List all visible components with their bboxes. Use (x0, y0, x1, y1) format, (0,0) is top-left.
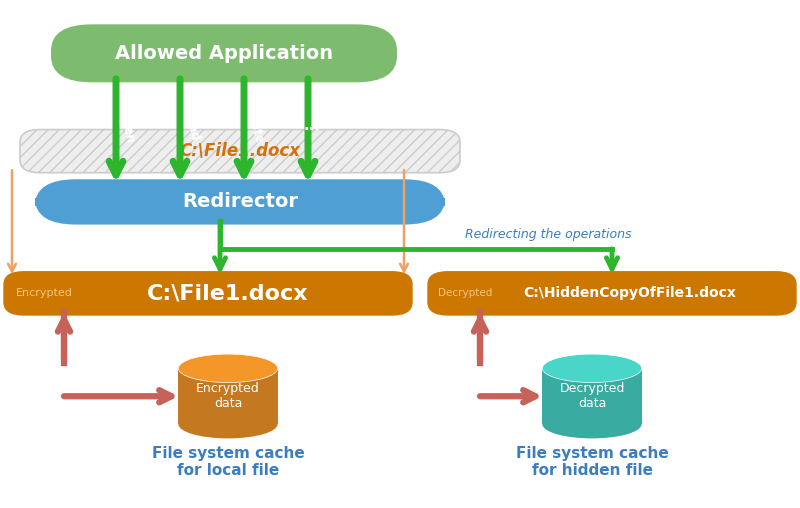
Ellipse shape (542, 410, 642, 438)
Text: ...: ... (303, 118, 321, 133)
Ellipse shape (542, 354, 642, 383)
FancyBboxPatch shape (20, 130, 460, 173)
Text: C:\HiddenCopyOfFile1.docx: C:\HiddenCopyOfFile1.docx (523, 287, 737, 300)
Text: Decrypted
data: Decrypted data (559, 382, 625, 410)
Polygon shape (542, 368, 642, 424)
Text: Open: Open (116, 107, 137, 144)
Text: Redirector: Redirector (182, 193, 298, 211)
Ellipse shape (178, 354, 278, 383)
Text: C:\File1.docx: C:\File1.docx (179, 142, 301, 160)
Text: File system cache
for local file: File system cache for local file (152, 446, 304, 479)
Text: Encrypted
data: Encrypted data (196, 382, 260, 410)
Text: Decrypted: Decrypted (438, 289, 493, 298)
Polygon shape (178, 368, 278, 424)
Text: Allowed Application: Allowed Application (115, 44, 333, 63)
Text: File system cache
for hidden file: File system cache for hidden file (516, 446, 668, 479)
FancyBboxPatch shape (4, 272, 412, 315)
Text: Redirecting the operations: Redirecting the operations (465, 228, 631, 241)
FancyBboxPatch shape (36, 180, 444, 224)
Text: C:\File1.docx: C:\File1.docx (147, 283, 309, 303)
Ellipse shape (178, 410, 278, 438)
Text: Write: Write (243, 107, 266, 145)
FancyBboxPatch shape (52, 25, 396, 81)
Text: Read: Read (180, 108, 201, 144)
FancyBboxPatch shape (428, 272, 796, 315)
Text: Encrypted: Encrypted (16, 289, 73, 298)
